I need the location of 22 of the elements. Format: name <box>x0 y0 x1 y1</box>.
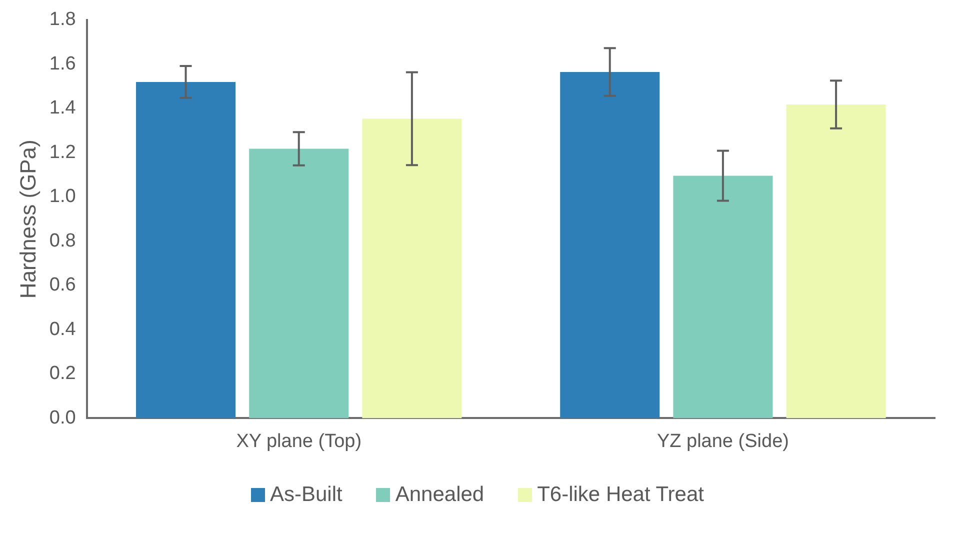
x-tick-label: XY plane (Top) <box>236 430 362 452</box>
y-tick-label: 1.4 <box>49 98 76 119</box>
y-tick-label: 0.4 <box>49 318 76 340</box>
bar <box>560 72 660 418</box>
y-tick-label: 0.0 <box>49 407 76 428</box>
bar <box>249 148 349 418</box>
bar <box>136 82 236 418</box>
x-tick-label: YZ plane (Side) <box>656 430 789 452</box>
y-axis-title: Hardness (GPa) <box>15 140 40 299</box>
y-tick-label: 1.2 <box>49 142 76 163</box>
bar <box>362 118 462 418</box>
y-tick-label: 0.6 <box>49 274 76 296</box>
y-tick-label: 0.2 <box>49 363 76 384</box>
legend-label: Annealed <box>395 483 484 507</box>
bar <box>786 104 886 418</box>
y-tick-label: 1.0 <box>49 186 76 208</box>
legend-label: T6-like Heat Treat <box>537 483 704 507</box>
y-tick-label: 1.6 <box>49 53 76 74</box>
legend-label: As-Built <box>270 483 342 507</box>
y-tick-label: 1.8 <box>49 9 76 30</box>
y-tick-label: 0.8 <box>49 230 76 252</box>
bar <box>673 176 773 418</box>
